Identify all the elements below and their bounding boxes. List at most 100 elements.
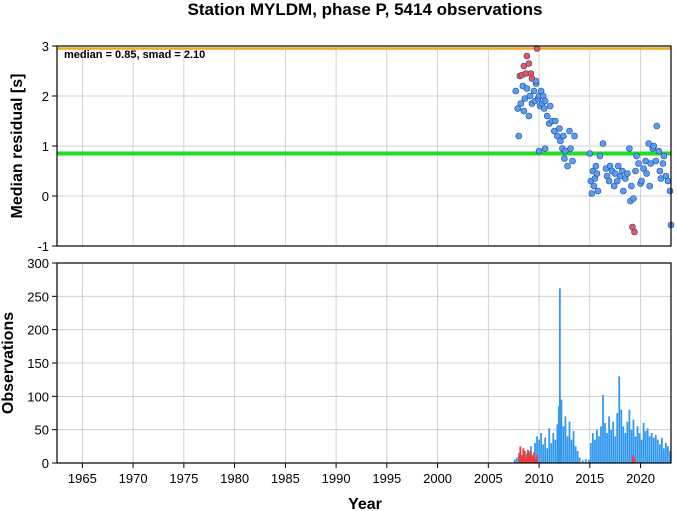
residual-point [552,117,559,125]
observation-bar [658,444,661,463]
residual-point [560,132,567,140]
observation-bar [606,433,608,463]
observation-bar [632,455,634,463]
observation-bar [618,376,621,463]
residual-point [525,112,533,120]
x-tick-label: 1995 [372,471,401,486]
residual-point [523,85,531,92]
x-tick-label: 1980 [220,471,249,486]
x-tick-label: 2005 [474,471,503,486]
residual-point [631,228,638,236]
residual-plot: -1 0 1 2 3 median = 0.85, smad = 2.10 Median… [9,39,675,254]
observation-bar [533,452,535,463]
observation-bar [530,451,532,463]
y-tick-label: 300 [27,256,49,271]
observation-bar [669,451,671,463]
observation-bar [564,416,567,463]
residual-point [638,177,645,185]
observation-bar [636,426,639,463]
observation-bar [638,433,641,463]
residual-point [532,77,540,85]
residual-point [546,102,554,110]
x-tick-label: 1965 [68,471,97,486]
residual-point [613,177,621,185]
residual-point [660,152,668,160]
observation-bar [589,443,592,463]
observation-bar [640,439,643,463]
observation-bar [546,448,549,463]
observation-bar [540,433,542,463]
residual-point [628,182,635,190]
residual-point [561,155,568,162]
observation-bar [550,443,553,463]
observation-bar [584,459,587,463]
observation-bar [622,426,625,463]
observation-bar [587,459,590,463]
observation-bar [600,426,602,463]
observation-bar [566,436,569,463]
observation-bar [624,433,627,463]
residual-point [541,145,549,152]
residual-point [541,97,549,105]
y-tick-label: -1 [37,239,49,254]
observation-bar [610,429,613,463]
residual-point [614,162,622,170]
observation-bar [581,460,584,463]
observation-bar [616,413,619,463]
observation-bar [628,409,631,463]
x-tick-label: 2000 [423,471,452,486]
residual-point [540,105,548,112]
observation-bar [660,437,663,463]
residual-point [650,142,658,150]
residual-point [523,52,531,60]
observation-bar [667,446,669,463]
year-x-ticks: 1965 1970 1975 1980 1985 1990 1995 2000 2005 2010… [68,463,655,486]
observation-bar [602,395,604,463]
x-axis-title: Year [348,496,382,511]
observation-bar [634,436,637,463]
residual-point [567,145,574,152]
residual-point [626,145,633,152]
observation-bars [513,288,671,463]
residual-point [590,182,598,190]
x-tick-label: 1990 [322,471,351,486]
observation-bar [557,406,560,463]
observation-bar [572,431,575,463]
residual-point [596,152,604,160]
observation-bar [630,429,633,463]
x-tick-label: 2010 [525,471,554,486]
observation-bar [554,439,557,463]
residual-plot-grid [57,45,671,247]
residual-point [556,125,563,132]
residual-point [588,190,596,197]
observation-bar [608,416,610,463]
residual-point [517,100,525,107]
residual-point [566,127,573,135]
observation-bar [518,453,521,463]
residual-point [594,187,602,195]
observation-bar [519,446,522,463]
residual-point [635,160,642,167]
observation-bar [527,449,529,463]
observation-bar [525,457,528,463]
y-tick-label: 150 [27,356,49,371]
x-tick-label: 1985 [271,471,300,486]
observation-bar [515,457,518,463]
observation-bar [648,436,651,463]
residual-point [643,170,650,177]
residual-point [624,170,631,177]
residual-point [620,187,627,195]
observation-bar [534,459,537,463]
residual-point [646,182,653,190]
x-tick-label: 1975 [169,471,198,486]
residual-point [512,87,520,95]
residual-point [605,177,613,185]
observation-bar [662,448,665,463]
residual-point [569,157,576,165]
observation-bar [556,424,559,463]
y-tick-label: 3 [42,39,49,54]
residual-point [630,195,637,202]
observation-bar [578,457,581,463]
